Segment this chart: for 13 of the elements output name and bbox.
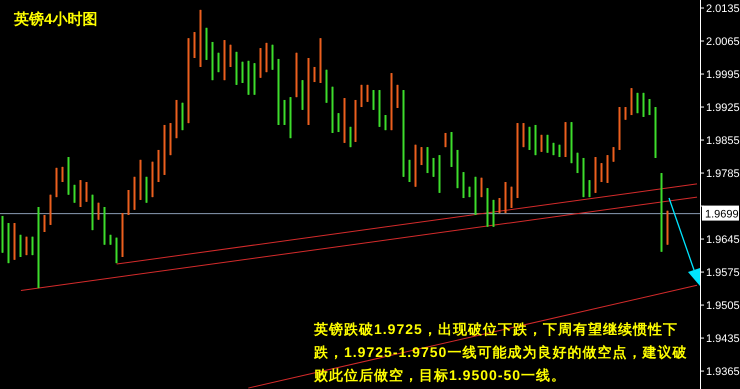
- y-tick-label: 1.9855: [706, 135, 740, 148]
- y-tick-label: 2.0135: [706, 3, 740, 16]
- ref-line-label: 1.9699: [705, 208, 739, 221]
- text: 英镑4小时图: [14, 10, 98, 29]
- y-tick-label: 2.0065: [706, 36, 740, 48]
- y-tick-label: 1.9645: [706, 234, 740, 246]
- y-tick-label: 1.9925: [706, 102, 740, 114]
- y-tick-label: 1.9575: [706, 267, 740, 280]
- y-tick-label: 1.9995: [706, 69, 740, 82]
- y-tick-label: 1.9435: [706, 333, 740, 346]
- y-tick-label: 1.9505: [706, 300, 740, 312]
- y-tick-label: 1.9365: [706, 366, 740, 378]
- y-tick-label: 1.9785: [706, 168, 740, 180]
